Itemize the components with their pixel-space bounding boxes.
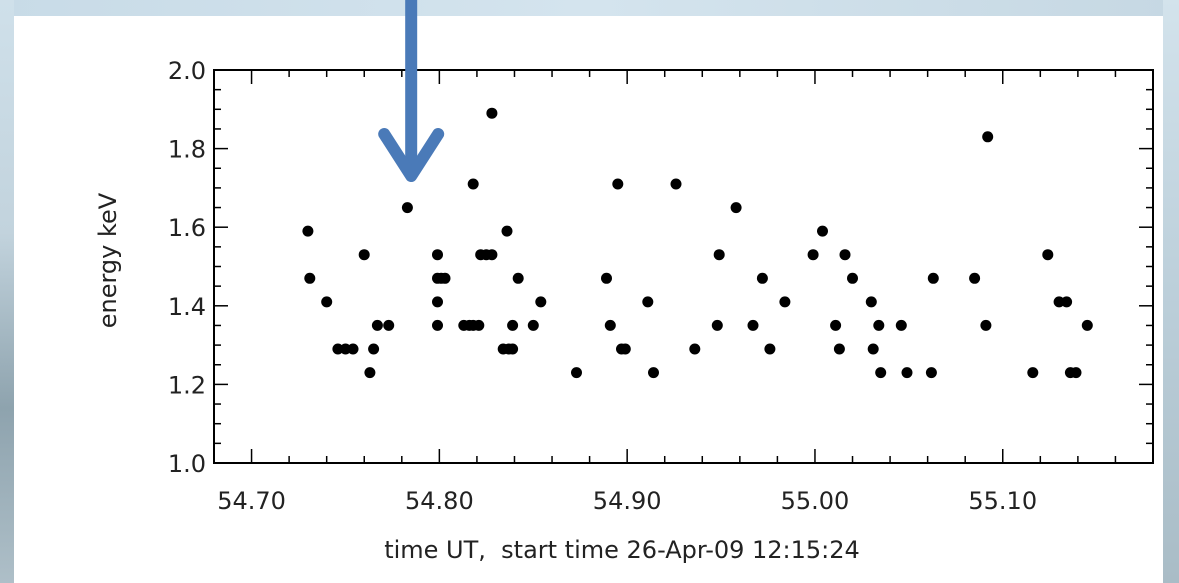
data-point: [527, 319, 539, 331]
data-point: [432, 296, 443, 308]
data-point: [1081, 319, 1093, 331]
data-point: [619, 343, 631, 355]
y-axis-title: energy keV: [94, 192, 122, 328]
background-right: [1163, 0, 1179, 583]
data-point: [847, 272, 858, 284]
x-tick-label: 54.80: [405, 487, 474, 515]
data-point: [927, 272, 939, 284]
chart-panel: [14, 16, 1163, 583]
data-point: [833, 343, 845, 355]
data-point: [571, 367, 582, 379]
data-point: [982, 131, 994, 143]
data-point: [875, 367, 887, 379]
data-point: [401, 202, 413, 214]
data-point: [713, 249, 725, 261]
data-point: [507, 319, 519, 331]
axis-ticks: [213, 69, 1154, 464]
data-point: [764, 343, 776, 355]
y-tick-label: 2.0: [168, 57, 206, 85]
y-tick-label: 1.4: [168, 293, 206, 321]
data-point: [368, 343, 380, 355]
data-point: [980, 319, 992, 331]
data-point: [612, 178, 624, 190]
plot-frame: [213, 69, 1154, 464]
data-point: [432, 319, 443, 331]
data-point: [830, 319, 842, 331]
x-tick-labels: 54.70 54.80 54.90 55.00 55.10: [217, 487, 1037, 515]
background-top: [0, 0, 1179, 16]
data-point: [670, 178, 682, 190]
data-point: [1027, 367, 1039, 379]
data-point: [364, 367, 376, 379]
data-point: [648, 367, 659, 379]
data-point: [501, 225, 513, 237]
data-point: [756, 272, 768, 284]
data-point: [1070, 367, 1082, 379]
data-point: [895, 319, 907, 331]
data-point: [535, 296, 547, 308]
x-tick-label: 54.70: [217, 487, 286, 515]
data-point: [867, 343, 879, 355]
data-point: [711, 319, 723, 331]
data-point: [383, 319, 395, 331]
data-point: [604, 319, 616, 331]
data-point: [432, 249, 443, 261]
x-tick-label: 54.90: [593, 487, 662, 515]
data-point: [865, 296, 877, 308]
data-point: [730, 202, 742, 214]
data-point: [512, 272, 524, 284]
data-point: [507, 343, 519, 355]
x-tick-label: 55.10: [968, 487, 1037, 515]
data-points: [302, 107, 1093, 379]
data-point: [601, 272, 612, 284]
y-tick-labels: 1.0 1.2 1.4 1.6 1.8 2.0: [168, 57, 206, 478]
y-tick-label: 1.2: [168, 371, 206, 399]
data-point: [1061, 296, 1073, 308]
data-point: [817, 225, 828, 237]
data-point: [467, 178, 479, 190]
data-point: [371, 319, 383, 331]
data-point: [302, 225, 314, 237]
data-point: [347, 343, 359, 355]
annotation-arrow: [378, 0, 445, 183]
data-point: [304, 272, 316, 284]
data-point: [779, 296, 791, 308]
x-tick-label: 55.00: [781, 487, 850, 515]
data-point: [747, 319, 759, 331]
data-point: [321, 296, 333, 308]
data-point: [486, 249, 498, 261]
data-point: [839, 249, 851, 261]
arrow-shaft: [405, 0, 418, 173]
data-point: [925, 367, 937, 379]
data-point: [642, 296, 654, 308]
x-axis-title: time UT, start time 26-Apr-09 12:15:24: [384, 536, 860, 564]
data-point: [969, 272, 981, 284]
data-point: [439, 272, 451, 284]
background-left: [0, 0, 14, 583]
data-point: [901, 367, 913, 379]
data-point: [332, 343, 344, 355]
data-point: [473, 319, 485, 331]
y-tick-label: 1.0: [168, 450, 206, 478]
data-point: [689, 343, 701, 355]
y-tick-label: 1.8: [168, 136, 206, 164]
data-point: [1042, 249, 1054, 261]
arrow-head: [378, 128, 445, 183]
data-point: [873, 319, 885, 331]
data-point: [807, 249, 819, 261]
data-point: [358, 249, 370, 261]
data-point: [486, 107, 498, 119]
y-tick-label: 1.6: [168, 214, 206, 242]
